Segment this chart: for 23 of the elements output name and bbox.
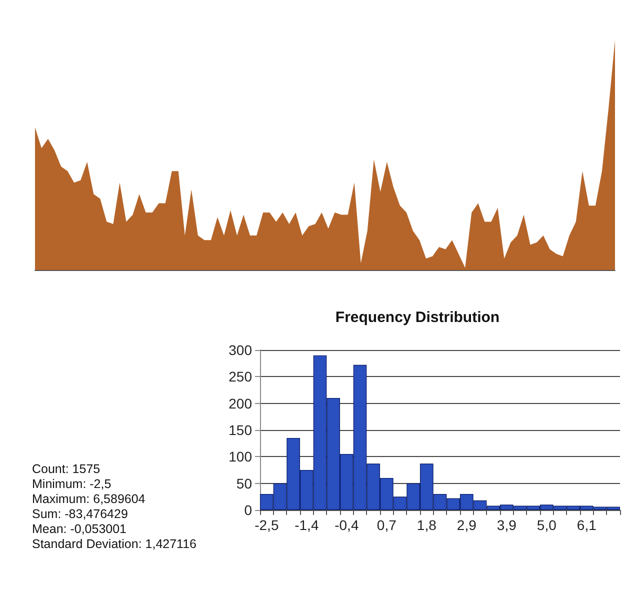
x-tick-label: 1,8 (416, 517, 437, 533)
x-tick-label: 0,7 (376, 517, 397, 533)
y-tick-label: 0 (244, 502, 252, 518)
y-tick-label: 150 (228, 422, 252, 438)
y-tick-label: 250 (228, 368, 252, 385)
y-tick-label: 300 (228, 342, 252, 358)
text: Sum: -83,476429 (32, 507, 129, 522)
text: Mean: -0,053001 (32, 522, 128, 537)
y-tick-label: 100 (228, 448, 252, 465)
y-tick-label: 200 (228, 395, 252, 412)
x-tick-label: -2,5 (254, 517, 279, 533)
text: Maximum: 6,589604 (32, 492, 146, 507)
x-tick-label: 2,9 (456, 517, 477, 533)
text: Standard Deviation: 1,427116 (32, 537, 196, 552)
text: Minimum: -2,5 (32, 477, 112, 492)
text: Count: 1575 (32, 462, 102, 477)
x-tick-label: 3,9 (496, 517, 517, 533)
x-tick-label: 5,0 (536, 517, 557, 533)
x-tick-label: -0,4 (334, 517, 359, 533)
y-tick-label: 50 (236, 475, 252, 492)
x-tick-label: 6,1 (576, 517, 597, 533)
chart-title: Frequency Distribution (335, 309, 500, 326)
x-tick-label: -1,4 (294, 517, 319, 533)
